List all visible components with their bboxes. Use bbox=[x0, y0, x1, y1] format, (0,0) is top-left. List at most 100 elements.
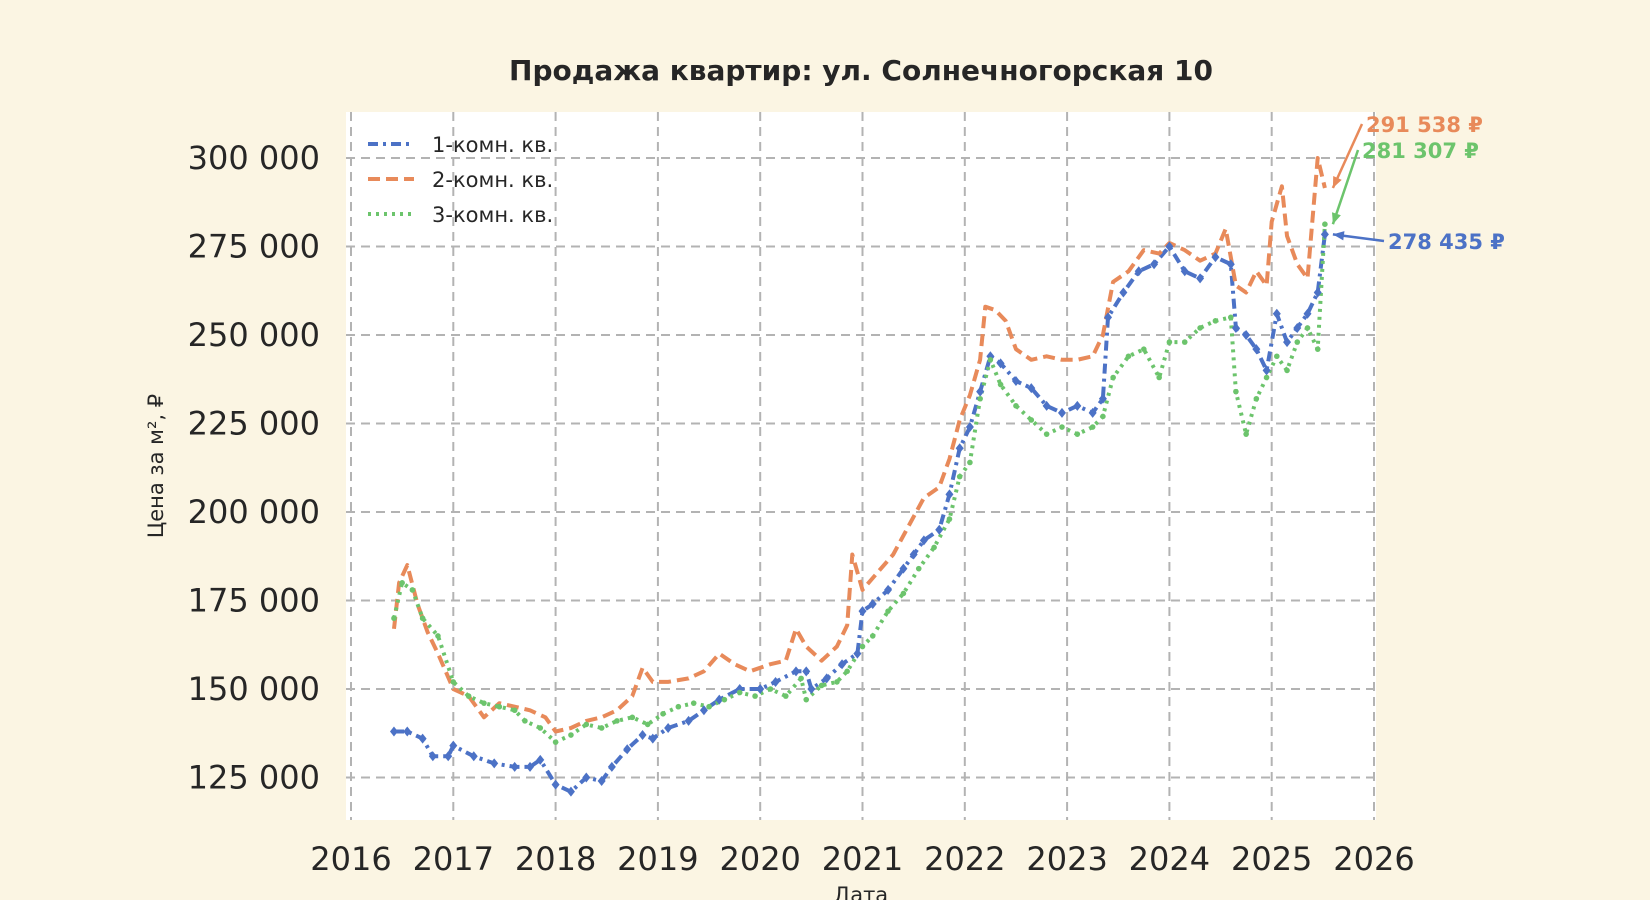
data-point-1room bbox=[1150, 259, 1159, 270]
data-point-3room bbox=[1304, 325, 1311, 331]
data-point-3room bbox=[946, 516, 953, 522]
y-tick-label: 200 000 bbox=[188, 493, 320, 531]
data-point-3room bbox=[629, 714, 636, 721]
data-point-3room bbox=[1181, 339, 1188, 345]
end-value-label-3room: 281 307 ₽ bbox=[1362, 139, 1479, 163]
data-point-1room bbox=[1252, 344, 1261, 355]
data-point-3room bbox=[1074, 431, 1081, 437]
legend-item-1room: 1-комн. кв. bbox=[368, 133, 553, 157]
data-point-1room bbox=[807, 684, 816, 695]
data-point-1room bbox=[1104, 312, 1113, 323]
y-tick-label: 150 000 bbox=[188, 670, 320, 708]
data-point-3room bbox=[1227, 314, 1234, 321]
data-point-3room bbox=[885, 608, 891, 614]
data-point-1room bbox=[838, 659, 847, 670]
data-point-3room bbox=[956, 473, 963, 480]
data-point-1room bbox=[919, 535, 928, 546]
x-tick-label: 2022 bbox=[924, 840, 1005, 878]
data-point-1room bbox=[418, 733, 427, 744]
data-point-1room bbox=[1134, 266, 1143, 277]
plot-area bbox=[346, 112, 1376, 820]
data-point-3room bbox=[736, 689, 743, 696]
data-point-3room bbox=[997, 381, 1004, 388]
data-point-3room bbox=[391, 615, 397, 622]
data-point-1room bbox=[1211, 252, 1220, 263]
data-point-3room bbox=[399, 580, 405, 586]
chart-title: Продажа квартир: ул. Солнечногорская 10 bbox=[509, 54, 1213, 87]
data-point-1room bbox=[715, 694, 724, 705]
data-point-1room bbox=[792, 666, 801, 677]
data-point-3room bbox=[721, 696, 728, 703]
data-point-1room bbox=[1180, 266, 1189, 277]
data-point-1room bbox=[428, 751, 437, 762]
data-point-1room bbox=[1293, 322, 1302, 333]
data-point-1room bbox=[884, 584, 893, 595]
end-arrowhead-2room bbox=[1332, 175, 1342, 188]
data-point-1room bbox=[664, 722, 673, 733]
data-point-3room bbox=[1125, 353, 1132, 360]
x-tick-label: 2023 bbox=[1026, 840, 1107, 878]
data-point-3room bbox=[614, 718, 620, 724]
data-point-1room bbox=[909, 549, 918, 560]
data-point-1room bbox=[551, 779, 560, 790]
data-point-3room bbox=[1059, 424, 1065, 430]
data-point-3room bbox=[782, 693, 789, 699]
series-line-3room bbox=[392, 224, 1327, 745]
data-point-1room bbox=[638, 730, 647, 741]
data-point-1room bbox=[1057, 407, 1066, 418]
data-point-3room bbox=[987, 357, 994, 363]
data-point-1room bbox=[469, 751, 478, 762]
x-tick-label: 2017 bbox=[413, 840, 494, 878]
x-tick-label: 2025 bbox=[1231, 840, 1312, 878]
data-point-3room bbox=[522, 718, 528, 724]
data-point-3room bbox=[409, 587, 416, 593]
data-point-3room bbox=[844, 668, 850, 675]
y-tick-label: 175 000 bbox=[188, 582, 320, 620]
data-point-3room bbox=[1314, 346, 1321, 352]
data-point-3room bbox=[1197, 325, 1203, 331]
data-point-1room bbox=[403, 726, 412, 737]
data-point-3room bbox=[644, 721, 651, 728]
data-point-1room bbox=[449, 740, 458, 751]
data-point-1room bbox=[899, 563, 908, 574]
data-point-3room bbox=[1294, 339, 1301, 345]
data-point-1room bbox=[1262, 365, 1271, 376]
data-point-1room bbox=[935, 524, 944, 535]
data-point-3room bbox=[1212, 318, 1219, 324]
data-point-1room bbox=[1272, 308, 1281, 319]
data-point-1room bbox=[853, 648, 862, 659]
data-point-1room bbox=[1242, 330, 1251, 341]
y-tick-label: 275 000 bbox=[188, 228, 320, 266]
data-point-3room bbox=[767, 686, 774, 692]
x-tick-label: 2016 bbox=[310, 840, 391, 878]
y-tick-label: 225 000 bbox=[188, 405, 320, 443]
data-point-3room bbox=[706, 703, 712, 710]
data-point-3room bbox=[1110, 374, 1116, 381]
data-point-3room bbox=[1322, 221, 1328, 227]
data-point-3room bbox=[465, 693, 472, 699]
y-tick-label: 125 000 bbox=[188, 759, 320, 797]
data-point-1room bbox=[607, 761, 616, 772]
data-point-1room bbox=[510, 761, 519, 772]
data-point-3room bbox=[496, 703, 503, 710]
data-point-1room bbox=[623, 744, 632, 755]
data-point-3room bbox=[660, 711, 666, 717]
data-point-1room bbox=[1231, 322, 1240, 333]
data-point-3room bbox=[977, 395, 983, 402]
data-point-3room bbox=[1166, 339, 1173, 345]
data-point-3room bbox=[1243, 431, 1249, 437]
data-point-3room bbox=[803, 696, 810, 703]
data-point-1room bbox=[822, 673, 831, 684]
data-point-1room bbox=[1303, 308, 1312, 319]
data-point-3room bbox=[967, 459, 973, 466]
series-markers bbox=[389, 221, 1329, 797]
data-point-3room bbox=[568, 732, 574, 738]
data-point-1room bbox=[1196, 273, 1205, 284]
data-point-1room bbox=[1027, 383, 1036, 394]
data-point-3room bbox=[435, 633, 441, 639]
y-tick-label: 250 000 bbox=[188, 316, 320, 354]
data-point-3room bbox=[1028, 417, 1035, 423]
data-point-1room bbox=[597, 776, 606, 787]
data-point-1room bbox=[582, 772, 591, 783]
end-arrow-2room bbox=[1331, 123, 1364, 189]
